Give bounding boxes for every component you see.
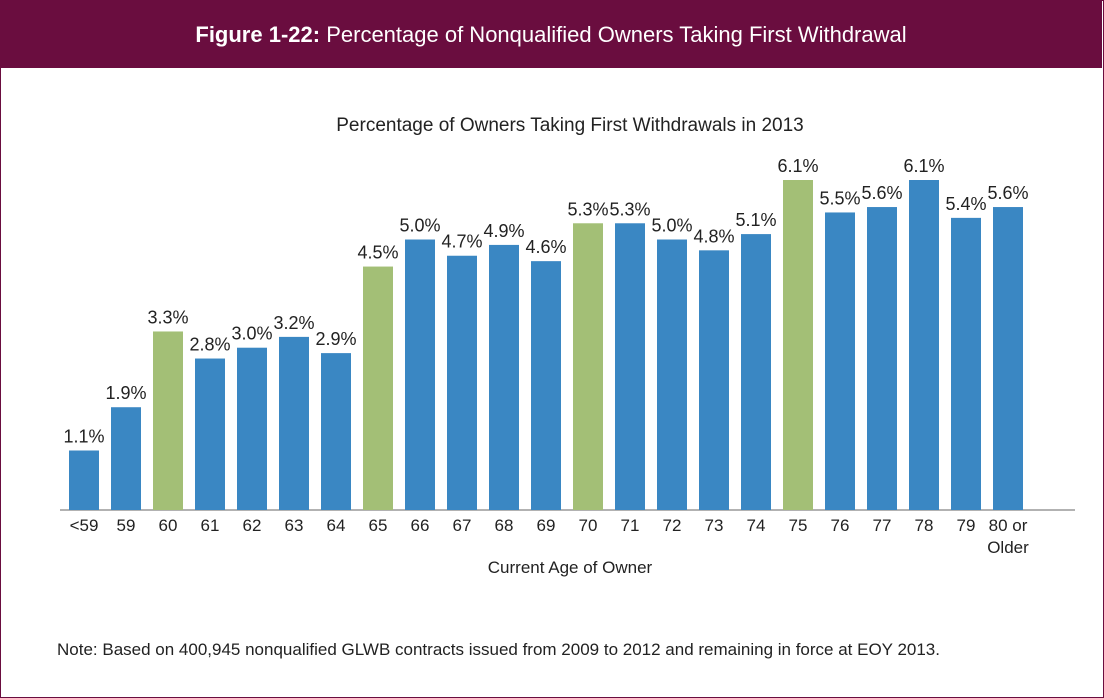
x-tick-label: 63 bbox=[285, 516, 304, 535]
value-label: 5.4% bbox=[945, 194, 986, 214]
bar bbox=[321, 353, 351, 510]
x-tick-label: 60 bbox=[159, 516, 178, 535]
bar bbox=[825, 212, 855, 510]
bar bbox=[951, 217, 981, 511]
bar bbox=[69, 450, 99, 510]
bar bbox=[573, 223, 603, 510]
value-label: 4.5% bbox=[357, 243, 398, 263]
x-tick-label: 71 bbox=[621, 516, 640, 535]
value-label: 5.0% bbox=[399, 216, 440, 236]
value-label: 3.2% bbox=[273, 313, 314, 333]
bar bbox=[993, 207, 1023, 510]
bar bbox=[489, 244, 519, 510]
value-label: 4.7% bbox=[441, 232, 482, 252]
x-tick-label: 73 bbox=[705, 516, 724, 535]
bar bbox=[195, 358, 225, 510]
x-tick-label: 62 bbox=[243, 516, 262, 535]
value-label: 1.1% bbox=[63, 426, 104, 446]
bar bbox=[111, 407, 141, 510]
bar bbox=[363, 266, 393, 510]
bar bbox=[783, 180, 813, 510]
value-label: 3.3% bbox=[147, 307, 188, 327]
value-label: 5.5% bbox=[819, 188, 860, 208]
bar bbox=[531, 261, 561, 510]
x-tick-label: 69 bbox=[537, 516, 556, 535]
value-label: 2.8% bbox=[189, 335, 230, 355]
chart-subtitle: Percentage of Owners Taking First Withdr… bbox=[336, 115, 803, 136]
bar bbox=[909, 180, 939, 510]
x-tick-label: 66 bbox=[411, 516, 430, 535]
bar bbox=[615, 223, 645, 510]
value-label: 6.1% bbox=[903, 156, 944, 176]
value-label: 2.9% bbox=[315, 329, 356, 349]
x-tick-label: 61 bbox=[201, 516, 220, 535]
bar bbox=[867, 207, 897, 510]
x-tick-label: 72 bbox=[663, 516, 682, 535]
x-tick-label: <59 bbox=[70, 516, 99, 535]
value-label: 1.9% bbox=[105, 383, 146, 403]
value-label: 5.6% bbox=[987, 183, 1028, 203]
value-label: 4.9% bbox=[483, 221, 524, 241]
x-tick-label: 79 bbox=[957, 516, 976, 535]
value-label: 5.3% bbox=[567, 199, 608, 219]
bar bbox=[447, 255, 477, 510]
bar bbox=[237, 347, 267, 510]
x-tick-label: 65 bbox=[369, 516, 388, 535]
x-tick-label: 80 or Older bbox=[987, 516, 1029, 557]
chart: Percentage of Owners Taking First Withdr… bbox=[60, 115, 1075, 577]
x-tick-label: 59 bbox=[117, 516, 136, 535]
value-label: 4.8% bbox=[693, 226, 734, 246]
header: Figure 1-22: Percentage of Nonqualified … bbox=[0, 0, 1102, 68]
x-tick-label: 78 bbox=[915, 516, 934, 535]
value-label: 5.0% bbox=[651, 216, 692, 236]
bar bbox=[741, 234, 771, 510]
note: Note: Based on 400,945 nonqualified GLWB… bbox=[57, 640, 940, 659]
bar bbox=[699, 250, 729, 510]
bar bbox=[405, 239, 435, 511]
x-tick-label: 74 bbox=[747, 516, 766, 535]
x-tick-label: 70 bbox=[579, 516, 598, 535]
figure-title: Percentage of Nonqualified Owners Taking… bbox=[326, 22, 907, 47]
x-tick-label: 77 bbox=[873, 516, 892, 535]
bar bbox=[657, 239, 687, 511]
x-axis-title: Current Age of Owner bbox=[488, 558, 653, 577]
value-label: 5.6% bbox=[861, 183, 902, 203]
value-label: 4.6% bbox=[525, 237, 566, 257]
value-label: 5.3% bbox=[609, 199, 650, 219]
value-label: 3.0% bbox=[231, 324, 272, 344]
x-tick-label: 67 bbox=[453, 516, 472, 535]
x-tick-label: 64 bbox=[327, 516, 346, 535]
x-tick-label: 76 bbox=[831, 516, 850, 535]
bar bbox=[153, 331, 183, 510]
bar bbox=[279, 336, 309, 510]
figure-label: Figure 1-22: bbox=[195, 22, 321, 47]
x-tick-label: 68 bbox=[495, 516, 514, 535]
x-tick-label: 75 bbox=[789, 516, 808, 535]
value-label: 5.1% bbox=[735, 210, 776, 230]
value-label: 6.1% bbox=[777, 156, 818, 176]
